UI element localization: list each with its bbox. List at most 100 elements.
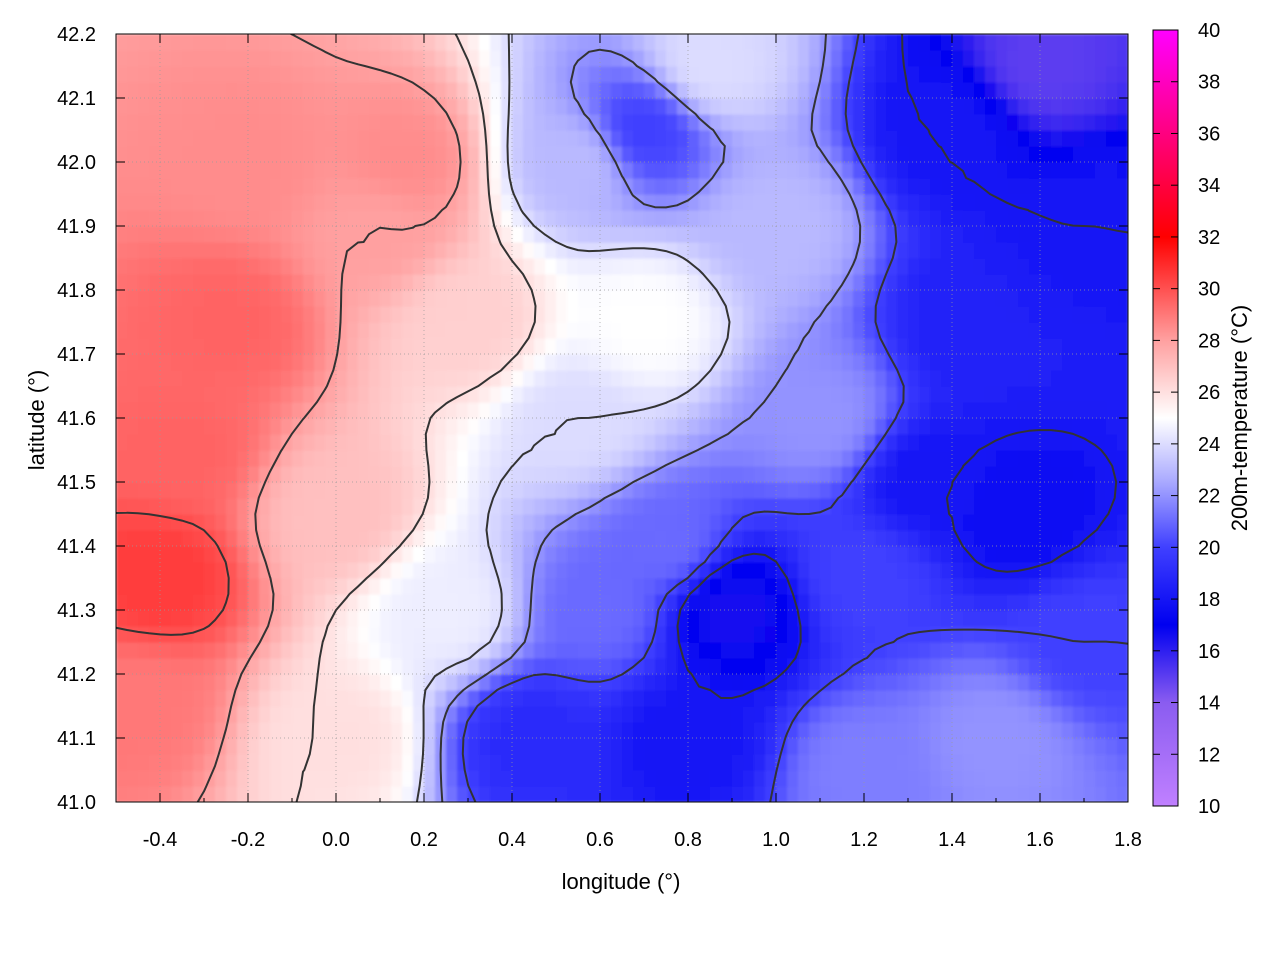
heatmap-cell	[567, 338, 579, 355]
heatmap-cell	[809, 690, 821, 707]
heatmap-cell	[1007, 66, 1019, 83]
heatmap-cell	[138, 594, 150, 611]
heatmap-cell	[743, 434, 755, 451]
heatmap-cell	[919, 754, 931, 771]
heatmap-cell	[402, 82, 414, 99]
heatmap-cell	[875, 194, 887, 211]
heatmap-cell	[127, 418, 139, 435]
heatmap-cell	[688, 194, 700, 211]
heatmap-cell	[259, 610, 271, 627]
heatmap-cell	[149, 258, 161, 275]
heatmap-cell	[413, 386, 425, 403]
heatmap-cell	[490, 626, 502, 643]
heatmap-cell	[1040, 450, 1052, 467]
heatmap-cell	[589, 178, 601, 195]
heatmap-cell	[820, 178, 832, 195]
heatmap-cell	[512, 146, 524, 163]
heatmap-cell	[710, 210, 722, 227]
heatmap-cell	[116, 754, 128, 771]
heatmap-cell	[226, 770, 238, 787]
heatmap-cell	[853, 290, 865, 307]
heatmap-cell	[237, 514, 249, 531]
heatmap-cell	[1073, 610, 1085, 627]
heatmap-cell	[996, 66, 1008, 83]
heatmap-cell	[941, 370, 953, 387]
heatmap-cell	[369, 210, 381, 227]
heatmap-cell	[391, 130, 403, 147]
heatmap-cell	[886, 546, 898, 563]
heatmap-cell	[996, 34, 1008, 51]
heatmap-cell	[677, 258, 689, 275]
heatmap-cell	[611, 626, 623, 643]
heatmap-cell	[820, 242, 832, 259]
heatmap-cell	[985, 290, 997, 307]
heatmap-cell	[1084, 290, 1096, 307]
heatmap-cell	[754, 338, 766, 355]
heatmap-cell	[864, 66, 876, 83]
heatmap-cell	[743, 114, 755, 131]
heatmap-cell	[226, 178, 238, 195]
heatmap-cell	[545, 322, 557, 339]
heatmap-cell	[171, 738, 183, 755]
heatmap-cell	[611, 482, 623, 499]
heatmap-cell	[578, 34, 590, 51]
heatmap-cell	[270, 594, 282, 611]
heatmap-cell	[424, 786, 436, 802]
heatmap-cell	[809, 514, 821, 531]
heatmap-cell	[886, 386, 898, 403]
heatmap-cell	[270, 738, 282, 755]
heatmap-cell	[160, 722, 172, 739]
heatmap-cell	[633, 338, 645, 355]
heatmap-cell	[556, 354, 568, 371]
heatmap-cell	[369, 194, 381, 211]
heatmap-cell	[831, 418, 843, 435]
heatmap-cell	[193, 754, 205, 771]
heatmap-cell	[743, 370, 755, 387]
heatmap-cell	[193, 530, 205, 547]
heatmap-cell	[919, 626, 931, 643]
heatmap-cell	[1018, 306, 1030, 323]
heatmap-cell	[325, 498, 337, 515]
heatmap-cell	[292, 402, 304, 419]
heatmap-cell	[204, 610, 216, 627]
heatmap-cell	[1117, 722, 1128, 739]
colorbar-tick-label: 14	[1198, 693, 1220, 715]
heatmap-cell	[633, 178, 645, 195]
heatmap-cell	[908, 594, 920, 611]
heatmap-cell	[358, 338, 370, 355]
heatmap-cell	[479, 50, 491, 67]
heatmap-cell	[710, 82, 722, 99]
heatmap-cell	[457, 242, 469, 259]
heatmap-cell	[303, 386, 315, 403]
heatmap-cell	[556, 322, 568, 339]
heatmap-cell	[303, 338, 315, 355]
heatmap-cell	[369, 466, 381, 483]
heatmap-cell	[842, 450, 854, 467]
heatmap-cell	[864, 434, 876, 451]
heatmap-cell	[820, 130, 832, 147]
heatmap-cell	[952, 210, 964, 227]
heatmap-cell	[1117, 466, 1128, 483]
heatmap-cell	[600, 114, 612, 131]
heatmap-cell	[402, 450, 414, 467]
heatmap-cell	[1051, 66, 1063, 83]
heatmap-cell	[721, 226, 733, 243]
colorbar-tick-label: 36	[1198, 123, 1220, 145]
heatmap-cell	[1007, 386, 1019, 403]
heatmap-cell	[1051, 434, 1063, 451]
heatmap-cell	[292, 130, 304, 147]
heatmap-cell	[886, 482, 898, 499]
heatmap-cell	[1051, 162, 1063, 179]
heatmap-cell	[897, 82, 909, 99]
heatmap-cell	[380, 610, 392, 627]
heatmap-cell	[622, 98, 634, 115]
heatmap-cell	[787, 194, 799, 211]
heatmap-cell	[369, 146, 381, 163]
heatmap-cell	[831, 514, 843, 531]
heatmap-cell	[996, 722, 1008, 739]
heatmap-cell	[985, 562, 997, 579]
heatmap-cell	[523, 162, 535, 179]
heatmap-cell	[897, 450, 909, 467]
heatmap-cell	[996, 274, 1008, 291]
heatmap-cell	[215, 514, 227, 531]
